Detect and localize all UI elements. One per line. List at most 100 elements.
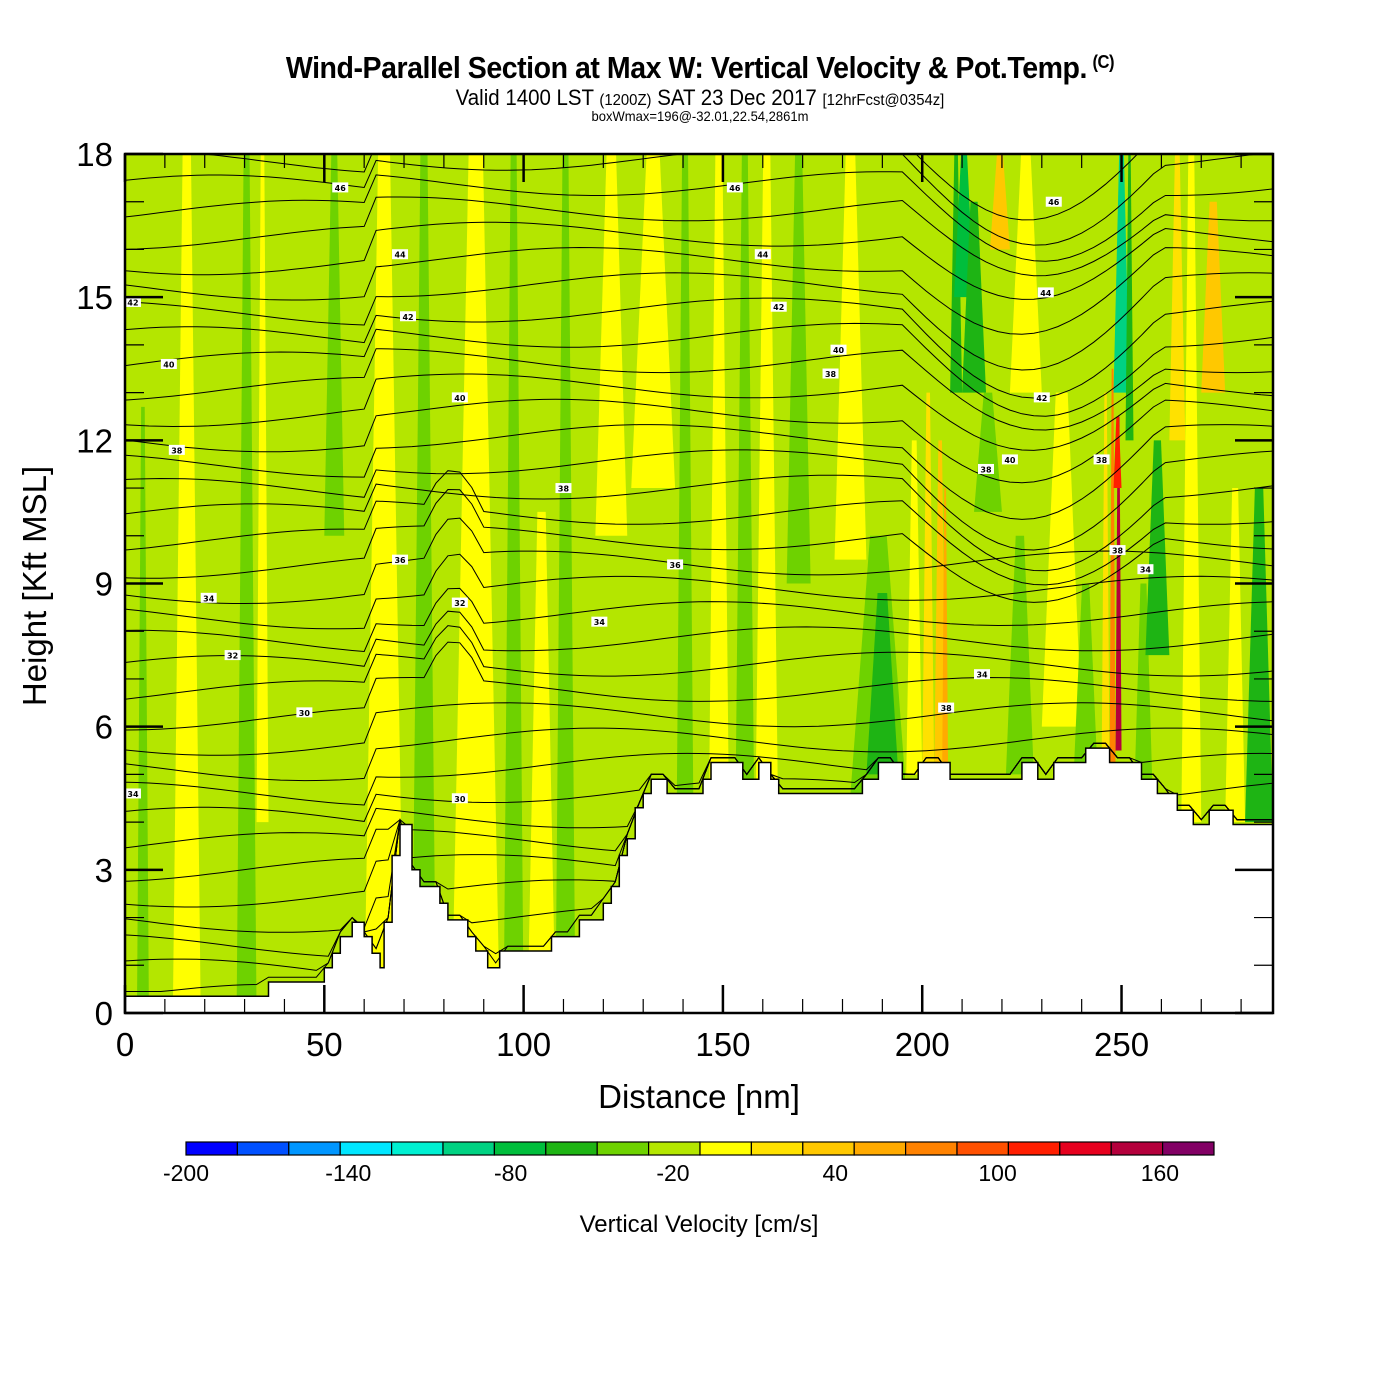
- theta-contour-line: [125, 587, 1273, 653]
- theta-label: 34: [125, 788, 141, 799]
- w-shade-30: [989, 154, 1010, 250]
- theta-label-bg: [1001, 454, 1018, 465]
- theta-label-text: 40: [1004, 456, 1016, 465]
- colorbar-swatch: [288, 1141, 341, 1156]
- w-shade-43: [1145, 440, 1170, 656]
- w-shade-5: [324, 154, 345, 536]
- theta-label-text: 44: [394, 251, 406, 260]
- y-tick-label: 9: [95, 566, 113, 603]
- theta-label-text: 36: [670, 561, 682, 570]
- theta-label: 38: [168, 444, 185, 455]
- theta-label-text: 36: [394, 556, 406, 565]
- theta-label: 46: [332, 182, 349, 193]
- terrain-profile: [125, 747, 1273, 1013]
- theta-label-bg: [200, 592, 217, 603]
- theta-label: 40: [160, 358, 177, 369]
- theta-contour-line: [125, 727, 1273, 782]
- y-tick-label: 3: [95, 852, 113, 889]
- colorbar-swatch: [802, 1141, 855, 1156]
- theta-label: 42: [125, 296, 141, 307]
- w-shade-29: [974, 392, 1002, 512]
- w-shade-35: [1101, 392, 1110, 775]
- theta-label-bg: [1045, 196, 1062, 207]
- theta-label: 42: [400, 311, 417, 322]
- colorbar-title: Vertical Velocity [cm/s]: [580, 1211, 819, 1238]
- w-shade-12: [595, 154, 628, 536]
- colorbar-tick-label: 100: [978, 1160, 1016, 1186]
- theta-label-text: 38: [558, 485, 570, 494]
- theta-label-text: 30: [299, 709, 311, 718]
- theta-contour-line: [198, 154, 1139, 221]
- theta-contour-line: [125, 449, 1273, 551]
- theta-label-text: 38: [825, 370, 837, 379]
- theta-contour-line: [125, 742, 1273, 806]
- colorbar-swatch: [391, 1141, 444, 1156]
- theta-label-text: 46: [1048, 198, 1060, 207]
- theta-label: 40: [830, 344, 847, 355]
- theta-label: 38: [938, 702, 955, 713]
- theta-label-bg: [667, 559, 684, 570]
- w-shade-10: [527, 511, 556, 1013]
- w-shade-48: [1245, 488, 1273, 823]
- colorbar-swatch: [493, 1141, 547, 1156]
- theta-label-bg: [160, 358, 177, 369]
- theta-label: 46: [726, 182, 743, 193]
- theta-label-bg: [978, 463, 994, 474]
- theta-label-text: 42: [1036, 394, 1047, 403]
- theta-label-bg: [1033, 392, 1050, 403]
- theta-label: 44: [754, 249, 771, 260]
- theta-label-bg: [451, 793, 468, 804]
- theta-label-bg: [125, 296, 141, 307]
- theta-label-bg: [168, 444, 185, 455]
- theta-label: 34: [200, 592, 217, 603]
- x-tick-label: 150: [695, 1026, 750, 1063]
- y-tick-label: 18: [76, 136, 113, 173]
- y-tick-labels: 0 3 6 9 12 15 18: [76, 136, 113, 1032]
- y-axis-title: Height [Kft MSL]: [16, 466, 53, 706]
- theta-label-bg: [754, 249, 771, 260]
- theta-contour-line: [125, 297, 1273, 399]
- w-shade-23: [922, 392, 935, 775]
- theta-label-text: 42: [773, 303, 784, 312]
- colorbar-tick-label: 160: [1141, 1160, 1179, 1186]
- theta-label-text: 34: [203, 594, 215, 603]
- theta-label-text: 32: [454, 599, 465, 608]
- theta-label-text: 38: [941, 704, 953, 713]
- w-shade-16: [734, 154, 755, 870]
- theta-label-bg: [296, 707, 313, 718]
- theta-label-text: 44: [757, 251, 769, 260]
- theta-label: 40: [1001, 454, 1018, 465]
- w-shade-33: [1041, 392, 1082, 727]
- theta-contour-line: [125, 470, 1273, 586]
- theta-contour-line: [125, 196, 1273, 277]
- theta-label-text: 32: [227, 652, 238, 661]
- theta-label: 32: [451, 597, 468, 608]
- copyright-mark: (C): [1092, 52, 1115, 72]
- title-text: Wind-Parallel Section at Max W: Vertical…: [285, 50, 1088, 85]
- colorbar-tick-label: -140: [325, 1160, 371, 1186]
- w-shade-0: [125, 154, 149, 407]
- theta-label: 40: [451, 392, 468, 403]
- w-shade-21: [866, 593, 899, 775]
- theta-label-bg: [974, 669, 991, 680]
- theta-label: 38: [978, 463, 994, 474]
- theta-contour-line: [125, 272, 1273, 371]
- colorbar-swatch: [185, 1141, 239, 1156]
- y-tick-label: 12: [76, 422, 113, 459]
- x-tick-label: 250: [1094, 1026, 1149, 1063]
- w-shade-7: [412, 154, 436, 1013]
- chart-subtitle: Valid 1400 LST (1200Z) SAT 23 Dec 2017 […: [49, 85, 1351, 111]
- colorbar-swatch: [853, 1141, 907, 1156]
- w-shade-44: [1169, 154, 1186, 441]
- colorbar-swatch: [1007, 1141, 1061, 1156]
- theta-label-bg: [726, 182, 743, 193]
- theta-contour-line: [125, 348, 1273, 431]
- w-shade-40: [1113, 154, 1130, 393]
- w-shade-28: [962, 201, 986, 393]
- theta-label: 42: [770, 301, 787, 312]
- theta-contour-line: [125, 322, 1273, 417]
- theta-label: 38: [1093, 454, 1110, 465]
- theta-contour-line: [125, 154, 1262, 246]
- w-shade-34: [1073, 583, 1098, 775]
- w-shade-1: [136, 406, 149, 1013]
